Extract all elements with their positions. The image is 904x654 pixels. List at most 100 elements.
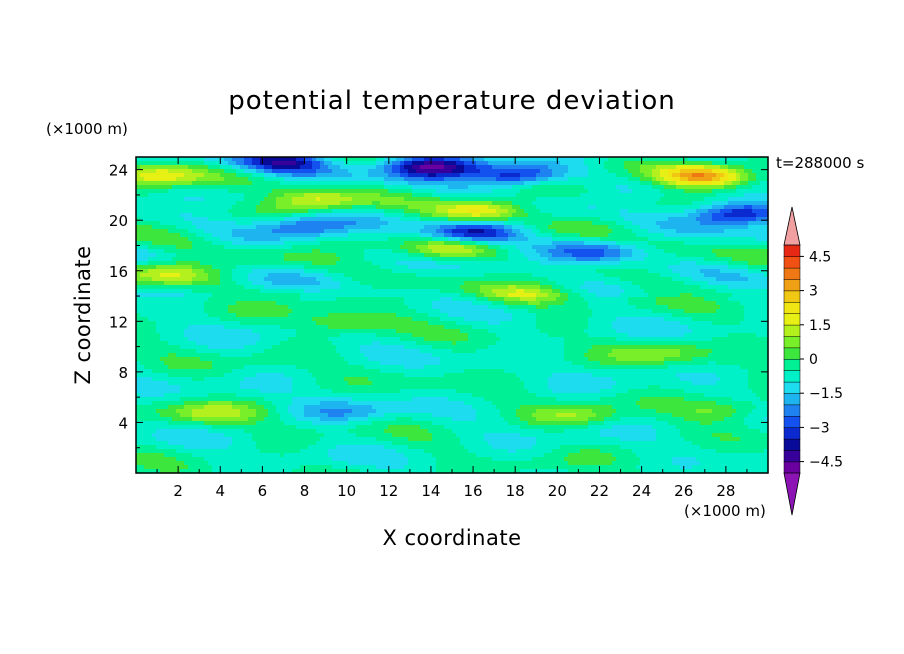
field-cell [632, 257, 637, 262]
field-cell [148, 157, 153, 162]
field-cell [472, 229, 477, 234]
field-cell [284, 157, 289, 162]
field-cell [536, 213, 541, 218]
field-cell [428, 185, 433, 190]
field-cell [580, 177, 585, 182]
field-cell [684, 165, 689, 170]
field-cell [764, 197, 769, 202]
field-cell [700, 261, 705, 266]
field-cell [256, 185, 261, 190]
field-cell [620, 217, 625, 222]
field-cell [492, 281, 497, 286]
field-cell [252, 253, 257, 258]
field-cell [584, 201, 589, 206]
field-cell [576, 189, 581, 194]
field-cell [188, 165, 193, 170]
field-cell [592, 213, 597, 218]
field-cell [264, 241, 269, 246]
field-cell [332, 229, 337, 234]
field-cell [284, 281, 289, 286]
field-cell [676, 221, 681, 226]
field-cell [420, 261, 425, 266]
field-cell [392, 237, 397, 242]
field-cell [556, 229, 561, 234]
field-cell [664, 261, 669, 266]
field-cell [316, 193, 321, 198]
field-cell [636, 221, 641, 226]
field-cell [228, 169, 233, 174]
field-cell [748, 245, 753, 250]
field-cell [728, 217, 733, 222]
field-cell [384, 221, 389, 226]
field-cell [644, 273, 649, 278]
field-cell [468, 197, 473, 202]
field-cell [420, 237, 425, 242]
field-cell [540, 189, 545, 194]
field-cell [676, 189, 681, 194]
field-cell [432, 157, 437, 162]
field-cell [484, 181, 489, 186]
field-cell [672, 229, 677, 234]
field-cell [500, 177, 505, 182]
field-cell [368, 165, 373, 170]
field-cell [368, 185, 373, 190]
field-cell [268, 161, 273, 166]
field-cell [664, 273, 669, 278]
field-cell [296, 245, 301, 250]
field-cell [348, 277, 353, 282]
field-cell [668, 233, 673, 238]
field-cell [472, 241, 477, 246]
field-cell [640, 185, 645, 190]
field-cell [540, 185, 545, 190]
field-cell [532, 261, 537, 266]
field-cell [668, 269, 673, 274]
field-cell [540, 225, 545, 230]
field-cell [632, 261, 637, 266]
field-cell [640, 169, 645, 174]
field-cell [656, 181, 661, 186]
field-cell [356, 257, 361, 262]
field-cell [540, 217, 545, 222]
field-cell [756, 241, 761, 246]
field-cell [644, 221, 649, 226]
field-cell [208, 253, 213, 258]
field-cell [312, 229, 317, 234]
field-cell [188, 269, 193, 274]
field-cell [364, 249, 369, 254]
field-cell [188, 193, 193, 198]
field-cell [764, 185, 769, 190]
field-cell [540, 221, 545, 226]
field-cell [396, 281, 401, 286]
field-cell [496, 253, 501, 258]
field-cell [440, 245, 445, 250]
field-cell [664, 205, 669, 210]
field-cell [720, 165, 725, 170]
field-cell [344, 165, 349, 170]
field-cell [552, 277, 557, 282]
field-cell [740, 193, 745, 198]
field-cell [408, 213, 413, 218]
field-cell [360, 229, 365, 234]
field-cell [576, 173, 581, 178]
field-cell [600, 177, 605, 182]
field-cell [716, 253, 721, 258]
field-cell [292, 245, 297, 250]
field-cell [628, 229, 633, 234]
field-cell [396, 249, 401, 254]
field-cell [496, 181, 501, 186]
field-cell [384, 225, 389, 230]
field-cell [644, 213, 649, 218]
field-cell [688, 181, 693, 186]
field-cell [748, 201, 753, 206]
field-cell [308, 253, 313, 258]
field-cell [756, 173, 761, 178]
field-cell [472, 225, 477, 230]
field-cell [696, 265, 701, 270]
field-cell [544, 177, 549, 182]
field-cell [512, 193, 517, 198]
field-cell [240, 221, 245, 226]
field-cell [172, 229, 177, 234]
field-cell [340, 245, 345, 250]
field-cell [348, 217, 353, 222]
field-cell [676, 197, 681, 202]
